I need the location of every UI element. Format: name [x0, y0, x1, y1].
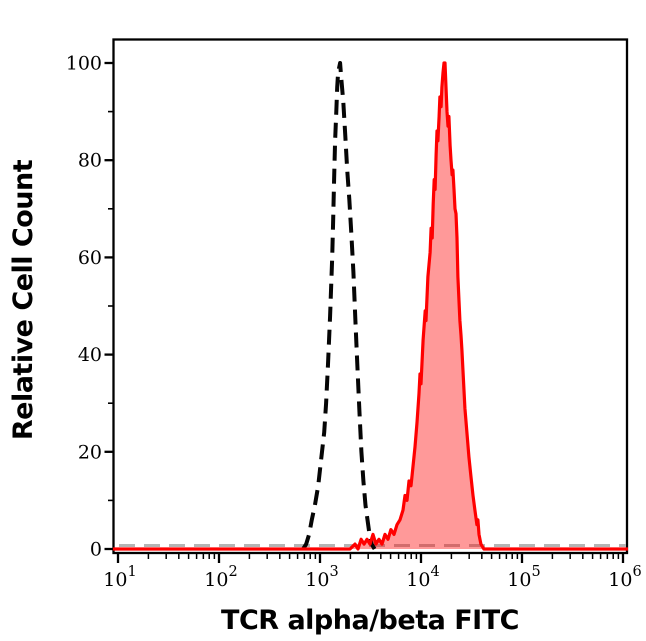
x-axis-title: TCR alpha/beta FITC — [221, 605, 519, 636]
stained-sample-fill — [112, 63, 628, 549]
plot-frame — [112, 38, 629, 555]
y-tick-label: 60 — [78, 247, 102, 269]
x-tick-label: 102 — [204, 564, 237, 591]
y-tick-label: 0 — [90, 539, 102, 561]
x-tick-label: 105 — [507, 564, 540, 591]
y-tick-label: 20 — [78, 441, 102, 463]
x-tick-label: 104 — [406, 564, 439, 591]
y-tick-label: 80 — [78, 150, 102, 172]
axis-tick-labels: 0 20 40 60 80 100 101 102 103 104 105 106 — [66, 53, 642, 592]
axis-ticks — [104, 61, 625, 563]
y-tick-label: 100 — [66, 53, 102, 75]
x-tick-label: 101 — [103, 564, 136, 591]
y-axis-title: Relative Cell Count — [8, 159, 39, 440]
x-tick-label: 103 — [305, 564, 338, 591]
stained-sample-curve — [112, 61, 628, 551]
plot-border — [112, 38, 629, 555]
x-tick-label: 106 — [608, 564, 641, 591]
y-tick-label: 40 — [78, 344, 102, 366]
unstained-control-curve — [301, 61, 377, 551]
histogram-curves — [112, 61, 628, 551]
